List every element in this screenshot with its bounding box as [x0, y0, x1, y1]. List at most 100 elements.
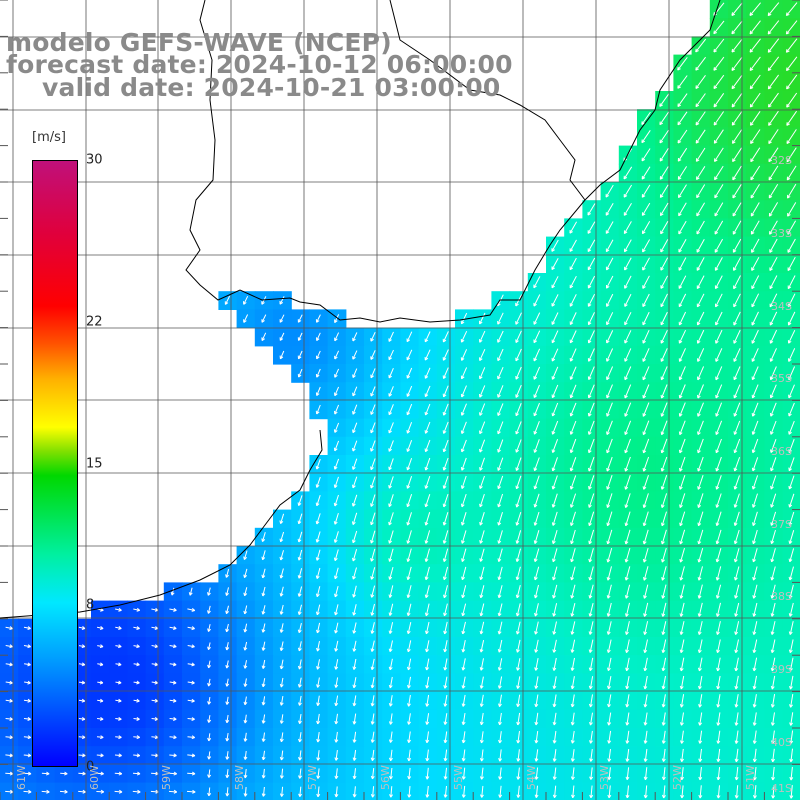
wind-arrow: [515, 366, 522, 380]
wind-arrow: [624, 330, 632, 344]
wind-arrow: [787, 329, 796, 344]
wind-arrow: [696, 275, 705, 290]
wind-arrow: [497, 439, 504, 453]
wind-arrow: [297, 513, 303, 525]
wind-arrow: [551, 257, 559, 271]
wind-arrow: [713, 129, 724, 144]
wind-arrow: [424, 494, 431, 508]
wind-arrow: [787, 256, 796, 272]
wind-arrow: [678, 402, 686, 417]
wind-arrow: [697, 348, 705, 362]
wind-arrow: [767, 56, 780, 72]
wind-arrow: [677, 129, 688, 144]
wind-arrow: [714, 184, 724, 199]
wind-arrow: [752, 493, 758, 508]
wind-arrow: [678, 202, 687, 217]
wind-arrow: [624, 311, 632, 326]
wind-arrow: [588, 493, 595, 508]
wind-arrow: [460, 457, 467, 471]
wind-arrow: [679, 456, 686, 472]
wind-arrow: [677, 111, 688, 126]
latitude-label: 33S: [771, 227, 792, 240]
wind-arrow: [497, 312, 504, 325]
wind-arrow: [733, 384, 741, 399]
wind-arrow: [767, 20, 780, 35]
wind-arrow: [697, 438, 704, 454]
wind-arrow: [551, 475, 558, 490]
legend-unit: [m/s]: [32, 130, 66, 145]
wind-arrow: [624, 475, 631, 490]
wind-arrow: [297, 495, 303, 506]
wind-arrow: [587, 239, 596, 253]
wind-arrow: [659, 166, 669, 180]
wind-arrow: [732, 147, 743, 163]
wind-arrow: [569, 366, 577, 380]
wind-arrow: [768, 92, 779, 108]
wind-arrow: [515, 348, 522, 362]
wind-arrow: [733, 293, 741, 308]
wind-arrow: [660, 402, 668, 417]
wind-arrow: [642, 438, 650, 454]
wind-arrow: [788, 384, 795, 399]
latitude-label: 40S: [771, 736, 792, 749]
wind-arrow: [678, 275, 687, 289]
wind-arrow: [424, 421, 431, 434]
wind-arrow: [788, 402, 795, 417]
wind-arrow: [642, 257, 650, 271]
wind-arrow: [533, 276, 541, 289]
wind-arrow: [551, 511, 558, 526]
wind-arrow: [442, 403, 449, 416]
wind-arrow: [460, 385, 467, 398]
wind-arrow: [515, 457, 522, 471]
wind-arrow: [497, 330, 504, 343]
wind-arrow: [497, 457, 504, 471]
wind-arrow: [533, 493, 540, 508]
wind-arrow: [677, 166, 688, 180]
wind-arrow: [515, 330, 522, 343]
wind-arrow: [261, 332, 267, 342]
wind-arrow: [606, 384, 613, 399]
wind-arrow: [551, 312, 559, 325]
wind-arrow: [587, 384, 595, 399]
wind-arrow: [678, 348, 686, 362]
wind-arrow: [677, 93, 688, 108]
wind-arrow: [605, 203, 614, 216]
wind-arrow: [569, 312, 577, 326]
wind-arrow: [733, 475, 740, 490]
wind-arrow: [752, 511, 758, 526]
wind-arrow: [679, 475, 686, 490]
wind-arrow: [533, 384, 540, 398]
wind-arrow: [406, 403, 413, 416]
wind-arrow: [479, 348, 486, 362]
wind-arrow: [551, 493, 558, 508]
wind-arrow: [442, 385, 449, 398]
wind-arrow: [333, 458, 340, 470]
wind-arrow: [731, 111, 743, 126]
wind-arrow: [660, 329, 668, 344]
wind-arrow: [660, 311, 668, 326]
wind-arrow: [624, 275, 632, 289]
wind-arrow: [715, 420, 723, 435]
wind-arrow: [315, 386, 321, 396]
legend-tick-label: 22: [86, 314, 103, 330]
longitude-label: 61W: [15, 765, 28, 790]
legend-colorbar: [32, 160, 78, 767]
wind-arrow: [624, 511, 631, 527]
wind-arrow: [677, 147, 688, 162]
wind-arrow: [696, 220, 705, 235]
wind-arrow: [406, 422, 413, 434]
latitude-label: 32S: [771, 154, 792, 167]
wind-arrow: [461, 512, 467, 526]
wind-arrow: [768, 183, 779, 199]
wind-arrow: [733, 438, 741, 454]
wind-arrow: [297, 350, 303, 360]
wind-arrow: [551, 420, 559, 435]
longitude-label: 57W: [306, 765, 319, 790]
wind-arrow: [606, 511, 613, 527]
wind-arrow: [787, 238, 796, 253]
wind-arrow: [788, 348, 796, 362]
wind-arrow: [731, 56, 743, 71]
wind-arrow: [696, 329, 705, 344]
wind-arrow: [551, 366, 559, 380]
wind-arrow: [370, 476, 376, 489]
